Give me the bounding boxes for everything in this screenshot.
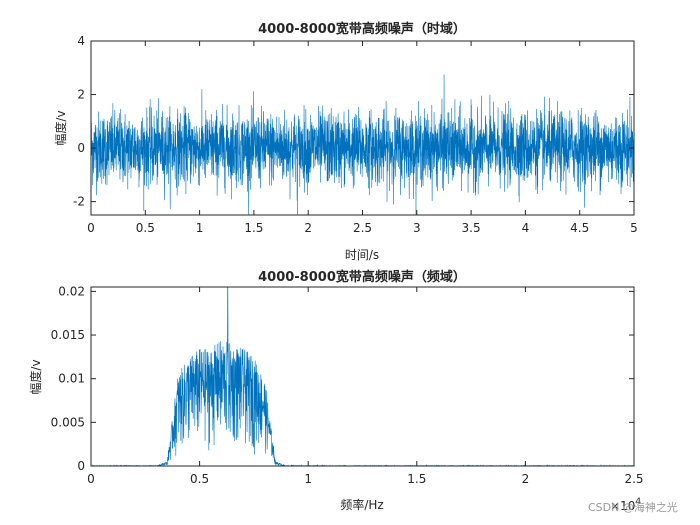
time-domain-title: 4000-8000宽带高频噪声（时域） xyxy=(258,21,466,37)
time-x-tick-label: 0 xyxy=(87,221,95,235)
time-domain-xlabel: 时间/s xyxy=(345,248,379,262)
watermark-text: CSDN @海神之光 xyxy=(588,500,678,514)
freq-y-tick-label: 0.01 xyxy=(58,372,85,386)
time-x-tick-label: 3 xyxy=(413,221,421,235)
frequency-domain-plot-box xyxy=(90,286,635,467)
frequency-domain-axes: 4000-8000宽带高频噪声（频域） 0 0.5 1 1.5 2 2.5 0 0.005 0… xyxy=(28,269,644,513)
freq-y-tick-label: 0.015 xyxy=(51,328,85,342)
time-y-tick-label: 2 xyxy=(77,88,85,102)
x-exponent-base: ×10 xyxy=(610,499,635,513)
time-x-tick-label: 2.5 xyxy=(353,221,372,235)
time-y-tick-label: -2 xyxy=(73,195,85,209)
frequency-domain-title: 4000-8000宽带高频噪声（频域） xyxy=(258,269,466,285)
time-x-tick-label: 4.5 xyxy=(570,221,589,235)
time-y-tick-label: 0 xyxy=(77,141,85,155)
freq-y-tick-label: 0.005 xyxy=(51,415,85,429)
time-domain-series-line xyxy=(90,74,635,216)
time-domain-axes: 4000-8000宽带高频噪声（时域） 0 0.5 1 1.5 2 2.5 3 3.5 4 4.5… xyxy=(53,21,638,262)
frequency-domain-ylabel: 幅度/v xyxy=(28,359,43,394)
freq-y-tick-label: 0 xyxy=(77,459,85,473)
freq-x-tick-label: 0 xyxy=(87,472,95,486)
freq-x-tick-label: 1.5 xyxy=(407,472,426,486)
freq-y-tick-label: 0.02 xyxy=(58,284,85,298)
time-x-tick-label: 2 xyxy=(304,221,312,235)
x-exponent-power: 4 xyxy=(635,497,641,507)
freq-x-tick-label: 2.5 xyxy=(624,472,643,486)
frequency-domain-xlabel: 频率/Hz xyxy=(340,497,383,512)
x-exponent-label: ×104 xyxy=(610,497,641,513)
time-x-tick-label: 5 xyxy=(630,221,638,235)
time-x-tick-label: 1 xyxy=(196,221,204,235)
time-domain-ylabel: 幅度/v xyxy=(53,110,68,145)
frequency-domain-spectrum-path xyxy=(90,286,635,467)
frequency-domain-series-line xyxy=(90,286,635,467)
time-x-tick-label: 1.5 xyxy=(244,221,263,235)
freq-x-tick-label: 2 xyxy=(522,472,530,486)
time-domain-signal-path xyxy=(90,74,635,216)
time-x-tick-label: 3.5 xyxy=(462,221,481,235)
freq-x-tick-label: 0.5 xyxy=(190,472,209,486)
time-x-tick-label: 0.5 xyxy=(136,221,155,235)
time-x-tick-label: 4 xyxy=(522,221,530,235)
freq-x-tick-label: 1 xyxy=(304,472,312,486)
time-y-tick-label: 4 xyxy=(77,34,85,48)
